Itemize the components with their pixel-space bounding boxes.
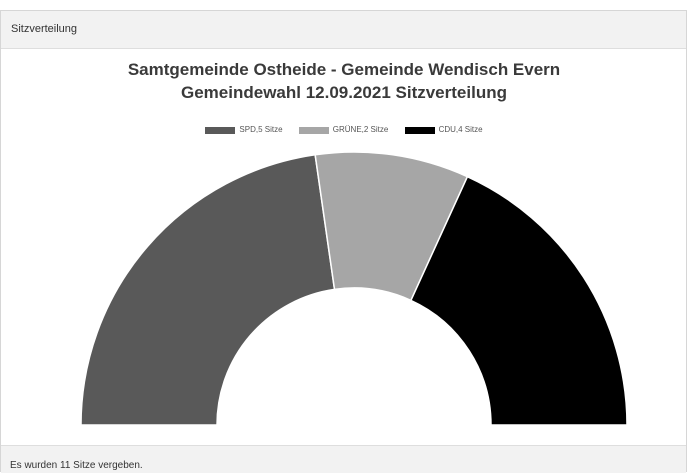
seats-summary-text: Es wurden 11 Sitze vergeben.: [10, 460, 143, 471]
legend-item-gruene[interactable]: GRÜNE,2 Sitze: [298, 125, 389, 135]
panel-header: Sitzverteilung: [1, 11, 686, 49]
legend-label-gruene: GRÜNE,2 Sitze: [332, 125, 389, 135]
top-strip: [0, 0, 688, 10]
legend-item-cdu[interactable]: CDU,4 Sitze: [404, 125, 483, 135]
seat-slice-cdu[interactable]: [409, 175, 628, 426]
legend-swatch-gruene: [298, 126, 329, 134]
legend-item-spd[interactable]: SPD,5 Sitze: [205, 125, 283, 135]
legend-swatch-cdu: [404, 126, 435, 134]
chart-title: Samtgemeinde Ostheide - Gemeinde Wendisc…: [0, 58, 688, 104]
legend-label-spd: SPD,5 Sitze: [239, 125, 283, 135]
chart-title-line-1: Samtgemeinde Ostheide - Gemeinde Wendisc…: [127, 60, 561, 79]
chart-title-line-2: Gemeindewahl 12.09.2021 Sitzverteilung: [181, 83, 507, 102]
panel-footer: Es wurden 11 Sitze vergeben.: [1, 445, 686, 473]
chart-legend: SPD,5 Sitze GRÜNE,2 Sitze CDU,4 Sitze: [0, 125, 688, 134]
legend-swatch-spd: [205, 126, 236, 134]
legend-label-cdu: CDU,4 Sitze: [438, 125, 483, 135]
panel-title: Sitzverteilung: [11, 23, 78, 35]
seat-slice-spd[interactable]: [80, 153, 336, 426]
